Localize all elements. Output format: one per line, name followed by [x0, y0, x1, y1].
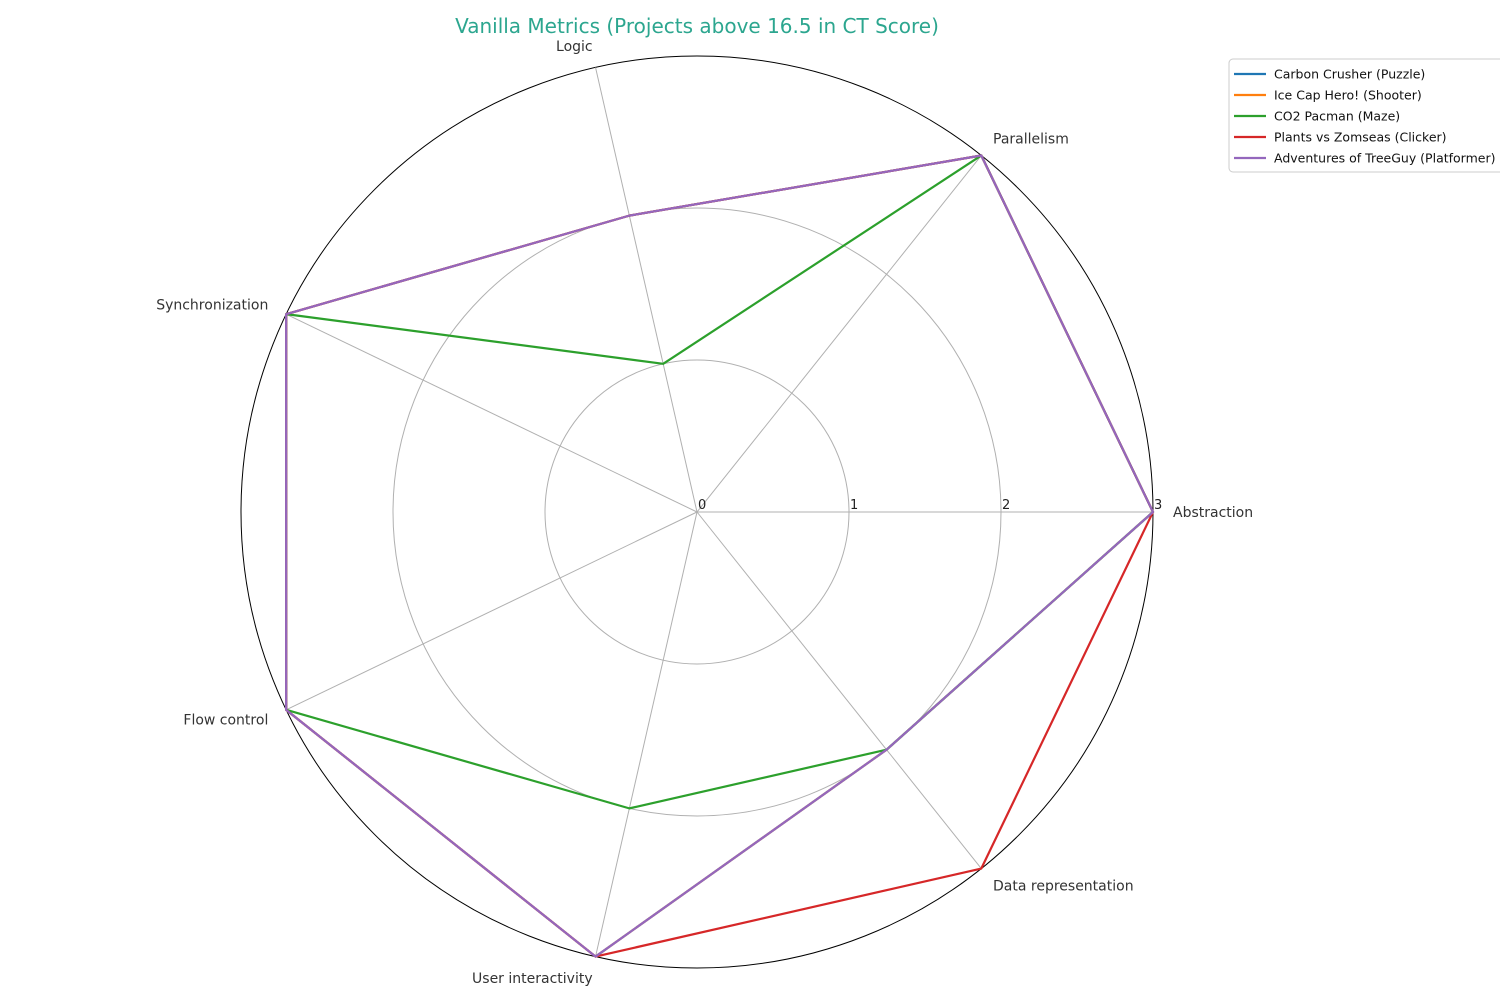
spoke-data-representation: [696, 511, 982, 869]
series-line-3: [285, 154, 1155, 958]
legend-label-2: CO2 Pacman (Maze): [1274, 109, 1400, 124]
axis-label-parallelism: Parallelism: [993, 131, 1069, 147]
series-line-1: [285, 154, 1155, 958]
series-line-2: [285, 154, 1155, 810]
legend-label-0: Carbon Crusher (Puzzle): [1274, 67, 1425, 82]
r-tick-label-2: 2: [1002, 498, 1010, 513]
r-tick-label-3: 3: [1154, 498, 1162, 513]
spoke-logic: [595, 67, 698, 513]
legend: Carbon Crusher (Puzzle) Ice Cap Hero! (Sh…: [1228, 58, 1500, 173]
axis-label-flow-control: Flow control: [183, 712, 268, 728]
r-tick-label-1: 1: [850, 498, 858, 513]
series-line-4: [285, 154, 1155, 958]
legend-frame: [1228, 58, 1500, 173]
radar-series: [285, 154, 1155, 958]
legend-label-4: Adventures of TreeGuy (Platformer): [1274, 151, 1495, 166]
legend-label-3: Plants vs Zomseas (Clicker): [1274, 130, 1447, 145]
spoke-user-interactivity: [595, 511, 698, 957]
axis-label-abstraction: Abstraction: [1173, 505, 1253, 521]
axis-label-logic: Logic: [556, 39, 593, 55]
series-line-0: [285, 154, 1155, 958]
axis-label-synchronization: Synchronization: [156, 298, 268, 314]
axis-label-user-interactivity: User interactivity: [472, 971, 593, 987]
radar-labels: 0 1 2 3 Abstraction Parallelism Logic Synchroni…: [156, 39, 1253, 987]
axis-label-data-representation: Data representation: [993, 879, 1134, 895]
spoke-flow-control: [285, 511, 698, 711]
radar-grid: [240, 55, 1154, 969]
spoke-synchronization: [285, 313, 698, 513]
spoke-parallelism: [696, 155, 982, 513]
chart-title: Vanilla Metrics (Projects above 16.5 in …: [455, 14, 939, 38]
legend-label-1: Ice Cap Hero! (Shooter): [1274, 88, 1422, 103]
r-tick-label-0: 0: [698, 498, 706, 513]
